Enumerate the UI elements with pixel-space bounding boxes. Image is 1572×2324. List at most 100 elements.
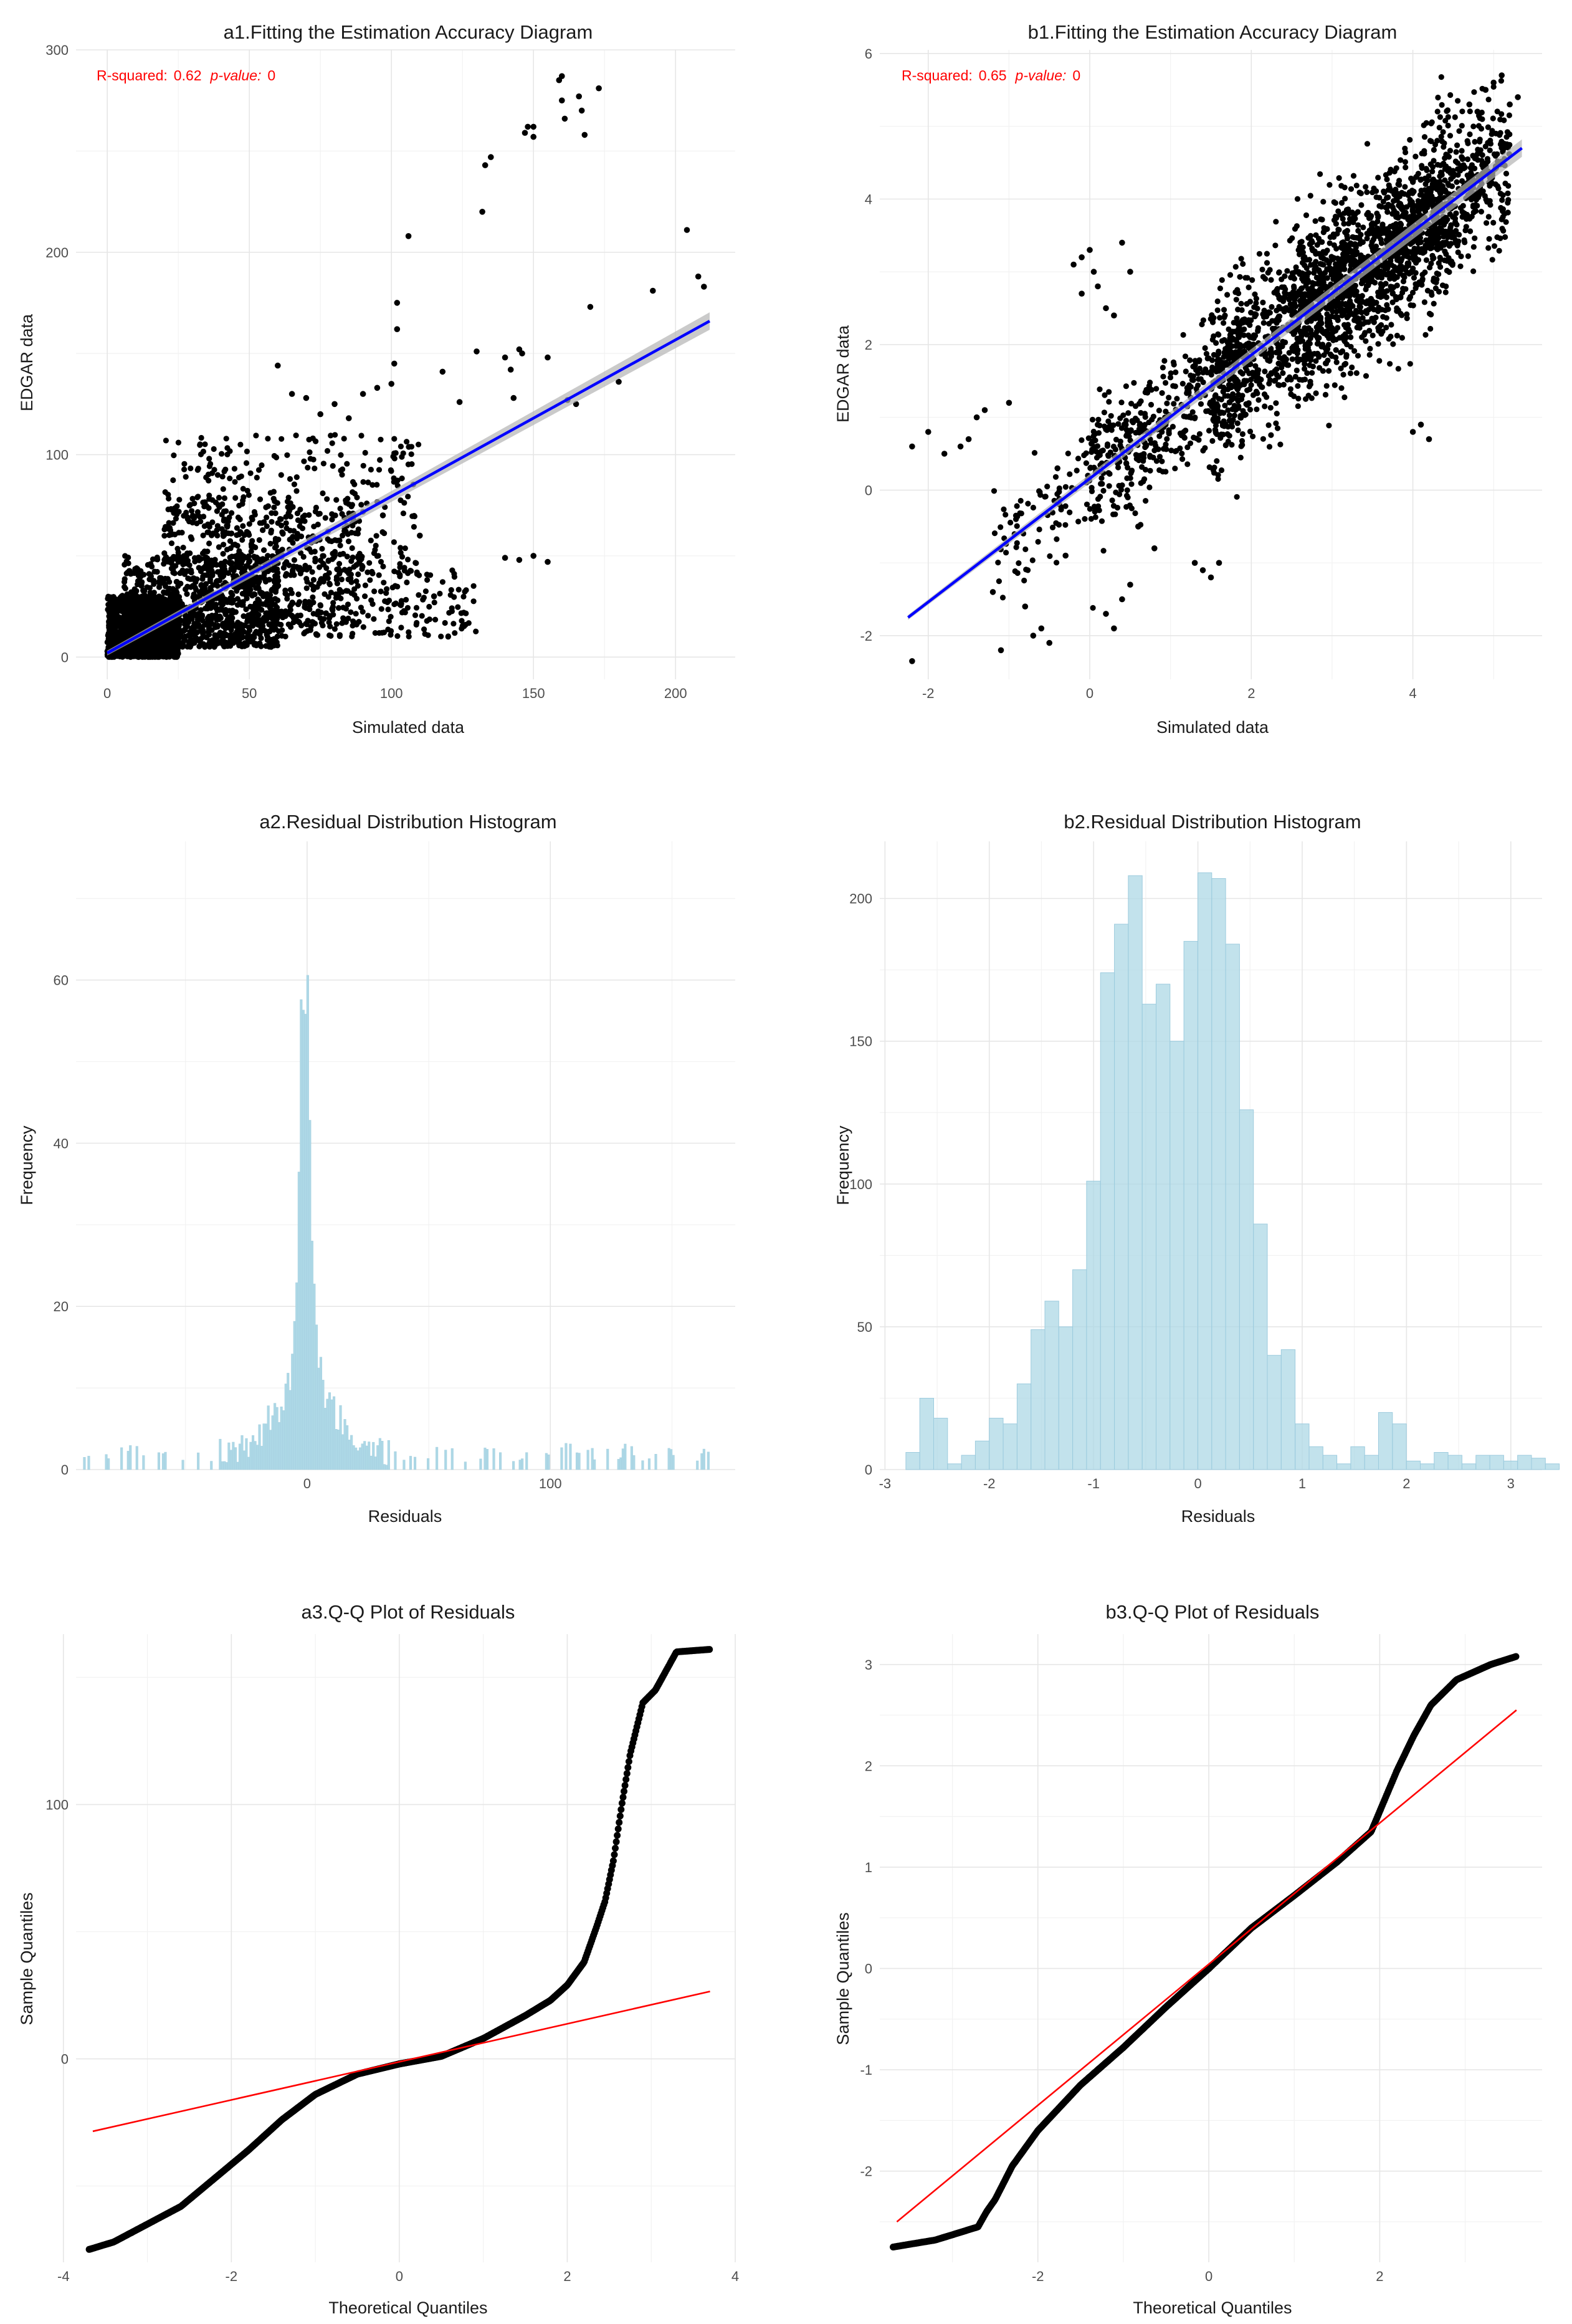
- b1-point: [1438, 133, 1444, 140]
- a1-point: [312, 555, 318, 562]
- a1-point: [275, 613, 282, 619]
- b1-point: [1454, 179, 1460, 185]
- a1-point: [273, 586, 279, 593]
- a1-point: [314, 611, 320, 618]
- b1-point: [1272, 318, 1278, 324]
- a1-point: [460, 593, 467, 600]
- a1-point: [408, 451, 414, 457]
- a1-point: [445, 633, 452, 639]
- a1-point: [168, 592, 174, 598]
- a1-point-outlier: [545, 354, 551, 361]
- a1-point: [149, 563, 155, 570]
- b1-point: [1276, 269, 1282, 276]
- a1-point-outlier: [474, 348, 480, 355]
- a1-x-tick-0: 0: [103, 686, 111, 701]
- b1-point: [1326, 423, 1332, 429]
- b1-point: [1218, 467, 1225, 474]
- a1-point: [337, 542, 343, 548]
- a1-point: [154, 568, 160, 575]
- a1-point: [202, 605, 209, 612]
- b1-point: [1259, 266, 1265, 273]
- b1-point: [1419, 272, 1426, 278]
- b1-point: [1421, 134, 1428, 140]
- b1-point: [1438, 74, 1444, 80]
- b1-point: [1402, 159, 1408, 165]
- a1-point: [166, 532, 173, 538]
- b1-point: [1238, 443, 1244, 449]
- a1-point: [459, 618, 465, 624]
- a1-point: [401, 565, 407, 571]
- b1-point: [1441, 144, 1447, 150]
- a1-point: [189, 495, 196, 502]
- a1-point-outlier: [479, 209, 485, 215]
- a1-point: [126, 623, 132, 629]
- a1-point: [219, 526, 225, 532]
- b1-point: [1355, 353, 1361, 359]
- b1-y-tick-3: 4: [865, 191, 872, 207]
- a1-point: [424, 618, 430, 624]
- a1-point: [413, 605, 420, 611]
- b1-point: [1444, 107, 1451, 113]
- a1-point: [398, 624, 404, 631]
- b1-point: [1368, 221, 1374, 227]
- b1-point: [1396, 178, 1403, 184]
- a1-point: [161, 589, 167, 595]
- b1-point: [1331, 265, 1338, 272]
- a1-point: [252, 631, 258, 637]
- a1-point: [448, 587, 454, 593]
- a1-point: [207, 578, 213, 585]
- a1-point: [214, 472, 221, 478]
- a1-point: [339, 589, 345, 595]
- a1-point: [301, 458, 307, 464]
- a1-point-outlier: [391, 360, 398, 367]
- b1-point: [1284, 362, 1290, 368]
- a1-point: [176, 530, 182, 536]
- b1-point: [1276, 294, 1282, 300]
- a1-point: [398, 545, 404, 551]
- a1-point: [315, 511, 322, 517]
- a1-point: [267, 540, 274, 547]
- a1-point: [337, 505, 343, 512]
- a1-point: [408, 444, 415, 450]
- b1-point: [1363, 373, 1370, 379]
- a1-point-outlier: [596, 85, 602, 92]
- b1-point: [1313, 390, 1319, 396]
- a1-point: [307, 449, 313, 456]
- b1-point: [1265, 422, 1272, 428]
- b1-point: [1402, 184, 1408, 190]
- a1-point: [371, 616, 377, 622]
- b1-point: [1374, 218, 1381, 224]
- b1-point: [1340, 348, 1346, 355]
- b1-point: [1291, 275, 1297, 282]
- b1-point: [1439, 102, 1445, 108]
- b1-point: [1366, 351, 1373, 358]
- a1-point: [355, 530, 361, 537]
- a1-point: [369, 601, 376, 607]
- b1-point: [1265, 309, 1272, 315]
- a1-point: [287, 476, 293, 482]
- a1-point: [405, 494, 411, 500]
- a1-point-outlier: [650, 287, 656, 294]
- a1-point: [385, 606, 391, 613]
- a1-point: [184, 558, 191, 564]
- a1-point: [241, 590, 247, 596]
- b1-point: [1246, 284, 1252, 290]
- a1-point: [378, 588, 384, 595]
- a1-point: [283, 520, 289, 527]
- b1-point: [1436, 260, 1442, 266]
- b1-point: [1307, 362, 1313, 368]
- b1-x-tick-0: -2: [922, 686, 935, 701]
- a1-point: [391, 539, 398, 545]
- a1-point: [143, 620, 150, 626]
- a1-point: [194, 509, 201, 515]
- a1-point: [254, 474, 260, 481]
- a1-point: [413, 621, 419, 628]
- a1-point: [389, 585, 396, 591]
- b1-point: [1362, 330, 1368, 336]
- a1-point: [295, 517, 301, 524]
- b1-point: [1399, 335, 1405, 341]
- a1-point: [177, 618, 183, 625]
- a1-point: [201, 565, 207, 571]
- a1-point: [421, 626, 427, 633]
